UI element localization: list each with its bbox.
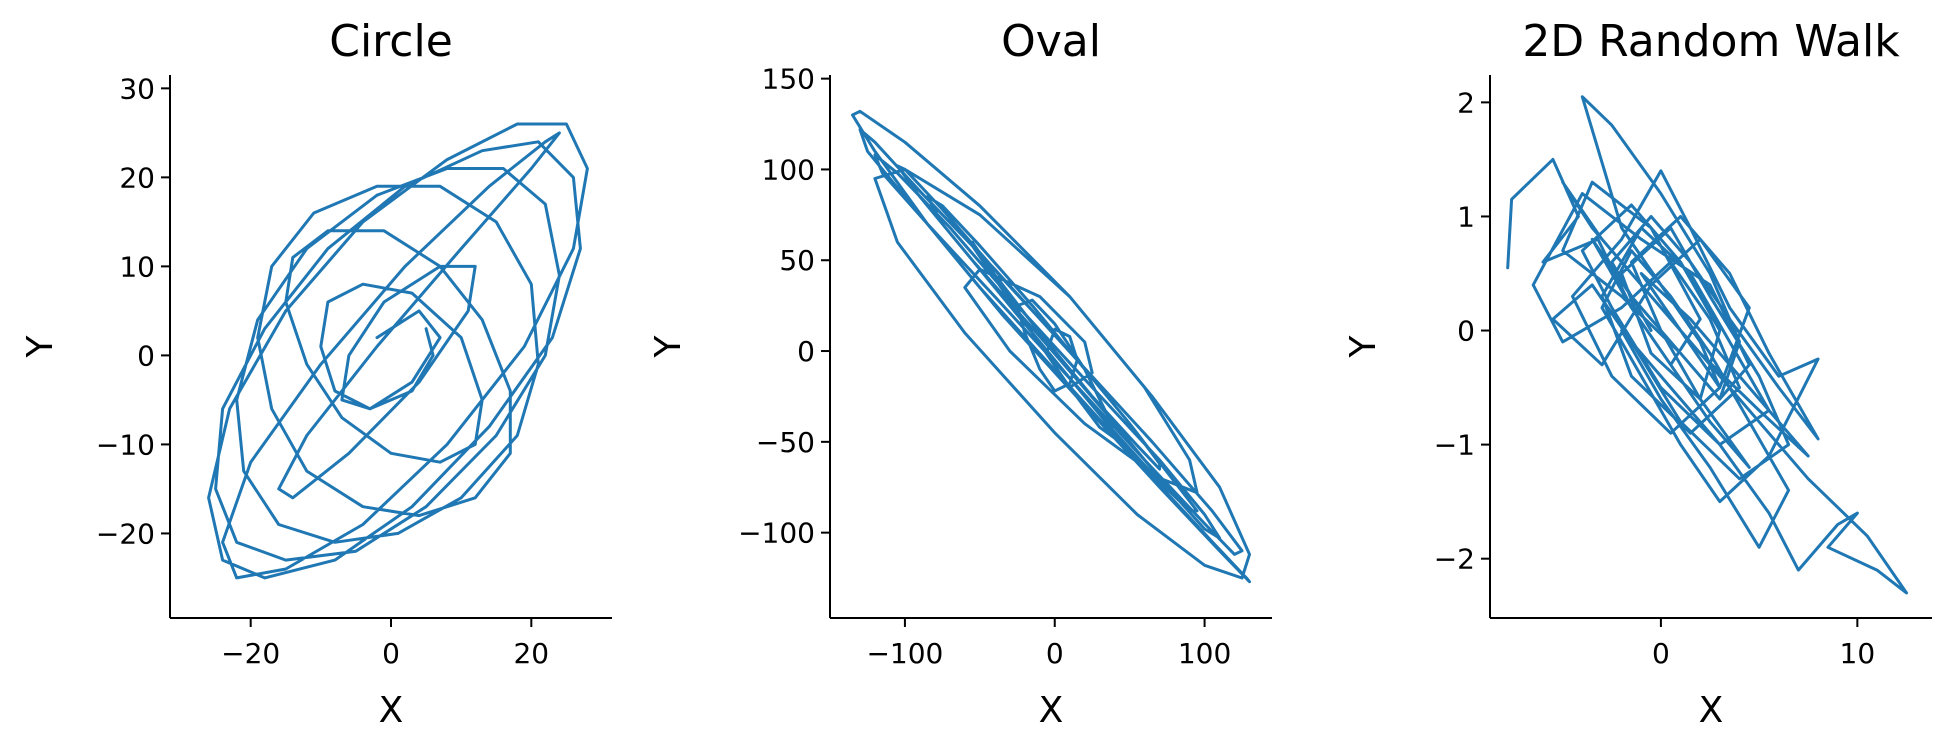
circle-panel: −20 0 20 −20 −10 0 10 20 30 Circle X Y [20,16,612,731]
circle-series-line [207,122,589,580]
oval-x-tick-label: 0 [1046,637,1064,670]
circle-y-tick-label: 30 [119,72,155,105]
random-walk-y-tick-label: −2 [1434,543,1475,576]
oval-y-axis-label: Y [648,335,689,359]
random-walk-x-axis-label: X [1699,690,1724,731]
oval-x-tick-label: −100 [866,637,943,670]
random-walk-y-tick-label: 2 [1457,86,1475,119]
random-walk-x-tick-label: 0 [1652,637,1670,670]
oval-y-tick-label: −50 [756,426,815,459]
circle-y-tick-label: 10 [119,250,155,283]
oval-y-tick-label: 100 [762,153,815,186]
oval-y-tick-label: 0 [797,335,815,368]
circle-y-tick-label: −20 [96,517,155,550]
oval-y-tick-label: 50 [779,244,815,277]
random-walk-series-line [1506,95,1908,595]
circle-y-tick-label: 0 [137,339,155,372]
circle-x-tick-label: 0 [382,637,400,670]
random-walk-y-tick-label: −1 [1434,429,1475,462]
circle-chart-title: Circle [329,16,453,67]
circle-y-axis-label: Y [20,335,61,359]
random-walk-panel: 0 10 −2 −1 0 1 2 2D Random Walk X Y [1343,16,1932,731]
random-walk-y-axis-label: Y [1343,335,1384,359]
circle-x-tick-label: 20 [513,637,549,670]
circle-y-tick-label: −10 [96,428,155,461]
random-walk-chart-title: 2D Random Walk [1522,16,1900,67]
oval-x-axis-label: X [1039,690,1064,731]
random-walk-x-tick-label: 10 [1840,637,1876,670]
oval-chart-title: Oval [1001,16,1101,67]
random-walk-y-tick-label: 1 [1457,200,1475,233]
circle-x-axis-label: X [379,690,404,731]
random-walk-y-tick-label: 0 [1457,315,1475,348]
oval-series-line [851,109,1251,584]
oval-y-tick-label: −100 [738,517,815,550]
circle-y-tick-label: 20 [119,161,155,194]
oval-panel: −100 0 100 −100 −50 0 50 100 150 Oval X Y [648,16,1272,731]
oval-x-tick-label: 100 [1178,637,1231,670]
circle-x-tick-label: −20 [221,637,280,670]
oval-y-tick-label: 150 [762,63,815,96]
